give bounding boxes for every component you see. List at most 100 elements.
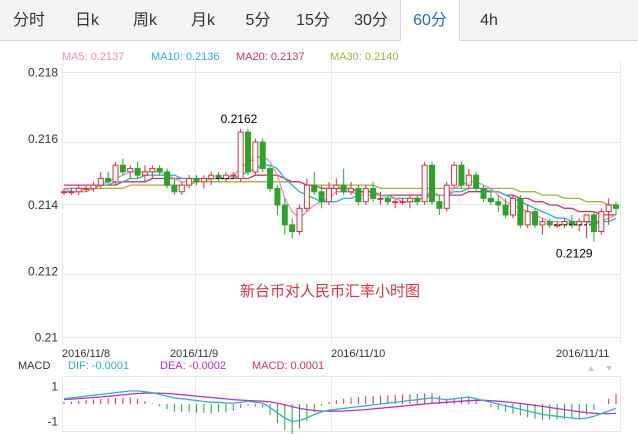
arrow-up-icon[interactable]: [588, 366, 594, 371]
candle-body: [546, 221, 553, 226]
candle-body: [421, 164, 428, 203]
tab-2[interactable]: 日k: [74, 12, 99, 29]
candle-body: [325, 187, 332, 203]
legend-item: MA20: 0.2137: [236, 51, 305, 63]
candle-body: [303, 184, 310, 209]
candle-body: [399, 201, 406, 204]
candle-body: [230, 174, 237, 177]
candle-body: [208, 174, 215, 179]
tab-5[interactable]: 5分: [245, 12, 271, 29]
candle-body: [112, 164, 119, 183]
candle-body: [83, 187, 90, 190]
candle-body: [451, 164, 458, 186]
candle-body: [141, 171, 148, 176]
legend-item: MA5: 0.2137: [62, 51, 124, 63]
chart-area: MA5: 0.2137 MA10: 0.2136 MA20: 0.2137 MA30:…: [18, 51, 621, 434]
macd-y-tick-label: -1: [47, 415, 58, 429]
candle-body: [311, 184, 318, 193]
candle-body: [186, 178, 193, 186]
candle-body: [487, 197, 494, 203]
candle-body: [502, 204, 509, 216]
macd-legend-item: DIF: -0.0001: [68, 360, 129, 372]
macd-legend-item: MACD: 0.0001: [252, 360, 324, 372]
tab-3[interactable]: 周k: [132, 12, 157, 29]
candle-body: [370, 187, 377, 199]
candle-body: [539, 221, 546, 226]
ma-legend: MA5: 0.2137 MA10: 0.2136 MA20: 0.2137 MA30:…: [62, 51, 399, 63]
y-tick-label: 0.21: [35, 331, 59, 345]
candle-body: [377, 197, 384, 200]
candle-body: [465, 174, 472, 186]
candle-body: [97, 178, 104, 186]
candle-body: [590, 214, 597, 232]
y-axis-labels: 0.218 0.216 0.214 0.212 0.21: [28, 66, 58, 345]
candle-body: [598, 211, 605, 232]
candle-body: [436, 201, 443, 209]
candle-body: [605, 204, 612, 213]
date-labels: 2016/11/8 2016/11/9 2016/11/10 2016/11/11: [62, 348, 609, 360]
macd-legend-item: DEA: -0.0002: [160, 360, 226, 372]
candle-body: [127, 168, 134, 173]
main-grid: [62, 61, 621, 344]
min-price-label: 0.2129: [556, 246, 593, 260]
candle-body: [509, 197, 516, 216]
macd-legend: MACD DIF: -0.0001 DEA: -0.0002 MACD: 0.0001: [18, 360, 324, 372]
candle-body: [340, 184, 347, 193]
legend-item: MA30: 0.2140: [330, 51, 399, 63]
candlesticks: [61, 128, 619, 242]
candle-body: [149, 168, 156, 173]
candle-body: [245, 131, 251, 173]
candle-body: [384, 197, 391, 203]
macd-y-axis-labels: 1 -1: [47, 380, 58, 429]
max-price-label: 0.2162: [221, 112, 258, 126]
candle-body: [495, 201, 502, 206]
candle-body: [237, 131, 244, 179]
candle-body: [200, 178, 207, 183]
candle-body: [613, 204, 619, 209]
chart-title: 新台币对人民币汇率小时图: [240, 283, 420, 300]
date-label: 2016/11/10: [331, 348, 385, 360]
candle-body: [406, 197, 413, 203]
tab-7[interactable]: 30分: [354, 12, 388, 29]
macd-histogram: [63, 393, 617, 434]
price-annotations: 0.2162 0.2129: [215, 112, 593, 260]
scroll-arrows[interactable]: [588, 366, 612, 371]
macd-grid: [62, 376, 621, 432]
candle-body: [178, 184, 185, 193]
candle-body: [156, 168, 163, 173]
tab-4[interactable]: 月k: [190, 12, 215, 29]
tab-8[interactable]: 60分: [400, 0, 460, 41]
candle-body: [414, 197, 421, 203]
candle-body: [348, 187, 355, 193]
candle-body: [480, 187, 487, 199]
period-tabs: 分时 日k 周k 月k 5分 15分 30分 60分 4h: [0, 0, 638, 41]
candle-body: [281, 204, 288, 226]
candle-body: [473, 174, 480, 189]
candle-body: [259, 141, 266, 170]
y-tick-label: 0.212: [28, 264, 58, 278]
candle-body: [267, 168, 274, 189]
tab-9[interactable]: 4h: [480, 12, 498, 29]
date-label: 2016/11/11: [556, 348, 609, 360]
legend-item: MA10: 0.2136: [151, 51, 220, 63]
ma30-line: [64, 181, 616, 206]
moving-average-lines: [63, 154, 617, 226]
candle-body: [193, 178, 200, 183]
candle-body: [296, 207, 303, 232]
candle-body: [318, 191, 325, 203]
candle-body: [392, 201, 399, 204]
y-tick-label: 0.216: [28, 132, 58, 146]
tab-6[interactable]: 15分: [296, 12, 330, 29]
date-label: 2016/11/8: [62, 348, 110, 360]
candle-body: [105, 178, 112, 183]
candle-body: [274, 187, 281, 206]
candle-body: [333, 184, 340, 189]
candle-body: [583, 214, 590, 223]
arrow-down-icon[interactable]: [606, 366, 612, 371]
candle-body: [355, 187, 362, 203]
tab-1[interactable]: 分时: [12, 12, 45, 29]
candle-body: [532, 211, 539, 226]
candle-body: [119, 164, 126, 173]
candle-body: [429, 164, 435, 203]
candle-body: [289, 224, 296, 232]
